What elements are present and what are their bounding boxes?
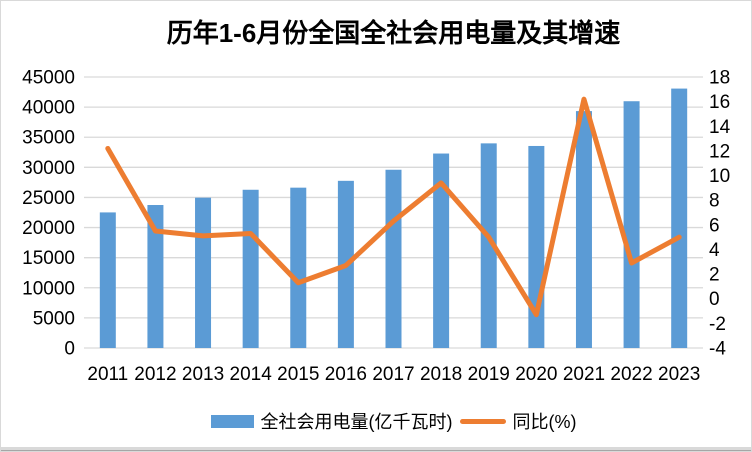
left-axis-tick-label: 40000 bbox=[22, 98, 75, 119]
bar-2011 bbox=[99, 212, 116, 348]
x-axis-label-2020: 2020 bbox=[515, 364, 557, 385]
bar-series-swatch-icon bbox=[210, 414, 254, 428]
right-axis-tick-label: 10 bbox=[709, 166, 730, 187]
right-axis-tick-label: 6 bbox=[709, 215, 720, 236]
x-axis-label-2022: 2022 bbox=[610, 364, 652, 385]
right-axis-tick-label: 18 bbox=[709, 68, 730, 89]
x-axis-label-2014: 2014 bbox=[230, 364, 273, 385]
left-axis-tick-label: 10000 bbox=[22, 278, 75, 299]
left-axis-tick-label: 20000 bbox=[22, 218, 75, 239]
right-axis-tick-label: 12 bbox=[709, 141, 730, 162]
right-axis-tick-label: 16 bbox=[709, 92, 730, 113]
bar-2021 bbox=[575, 111, 592, 348]
left-axis-labels: 0 5000 10000 15000 20000 25000 30000 35000 40000… bbox=[22, 68, 75, 360]
x-axis-label-2021: 2021 bbox=[563, 364, 605, 385]
bar-2012 bbox=[147, 205, 164, 348]
chart-title: 历年1-6月份全国全社会用电量及其增速 bbox=[166, 18, 621, 48]
bar-2022 bbox=[623, 101, 640, 348]
x-axis-label-2018: 2018 bbox=[420, 364, 462, 385]
left-axis-tick-label: 25000 bbox=[22, 188, 75, 209]
bar-2020 bbox=[528, 145, 545, 348]
right-axis-tick-label: 14 bbox=[709, 117, 731, 138]
bar-2014 bbox=[242, 189, 259, 348]
growth-line bbox=[105, 96, 682, 318]
bar-2015 bbox=[290, 187, 307, 348]
bar-2013 bbox=[195, 197, 212, 348]
left-axis-tick-label: 5000 bbox=[33, 308, 75, 329]
right-axis-tick-label: 8 bbox=[709, 191, 720, 212]
bar-series-legend-label: 全社会用电量(亿千瓦时) bbox=[260, 412, 453, 432]
line-series-swatch-icon bbox=[459, 418, 506, 424]
left-axis-tick-label: 15000 bbox=[22, 248, 75, 269]
legend: 全社会用电量(亿千瓦时) 同比(%) bbox=[84, 406, 703, 436]
left-axis-tick-label: 30000 bbox=[22, 158, 75, 179]
right-axis-labels: -4 -2 0 2 4 6 8 10 12 14 16 18 bbox=[709, 68, 731, 360]
bar-2023 bbox=[671, 88, 688, 348]
right-axis-tick-label: 4 bbox=[709, 240, 720, 261]
bar-2018 bbox=[433, 153, 450, 348]
line-series-legend-label: 同比(%) bbox=[512, 412, 577, 432]
x-axis-label-2017: 2017 bbox=[372, 364, 414, 385]
right-axis-tick-label: -4 bbox=[709, 339, 726, 360]
bar-2019 bbox=[480, 143, 497, 348]
right-axis-tick-label: -2 bbox=[709, 314, 726, 335]
x-axis-label-2019: 2019 bbox=[468, 364, 510, 385]
x-axis-label-2016: 2016 bbox=[325, 364, 367, 385]
x-axis-label-2013: 2013 bbox=[182, 364, 224, 385]
x-axis-labels: 2011 2012 2013 2014 2015 2016 2017 2018 2019 2020… bbox=[87, 364, 700, 385]
bar-2017 bbox=[385, 169, 402, 348]
left-axis-tick-label: 45000 bbox=[22, 68, 75, 89]
x-axis-label-2015: 2015 bbox=[277, 364, 319, 385]
x-axis-label-2023: 2023 bbox=[658, 364, 700, 385]
right-axis-tick-label: 2 bbox=[709, 265, 720, 286]
left-axis-tick-label: 0 bbox=[64, 339, 75, 360]
bar-series bbox=[99, 88, 688, 348]
right-axis-tick-label: 0 bbox=[709, 289, 720, 310]
x-axis-label-2011: 2011 bbox=[87, 364, 128, 385]
x-axis-label-2012: 2012 bbox=[134, 364, 176, 385]
window-bottom-edge bbox=[1, 447, 751, 451]
left-axis-tick-label: 35000 bbox=[22, 128, 75, 149]
